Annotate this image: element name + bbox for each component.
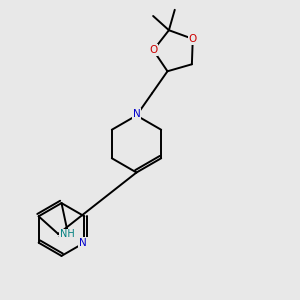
Text: N: N <box>133 109 140 119</box>
Text: N: N <box>79 238 87 248</box>
Text: O: O <box>149 45 158 55</box>
Text: NH: NH <box>60 229 74 239</box>
Text: O: O <box>189 34 197 44</box>
